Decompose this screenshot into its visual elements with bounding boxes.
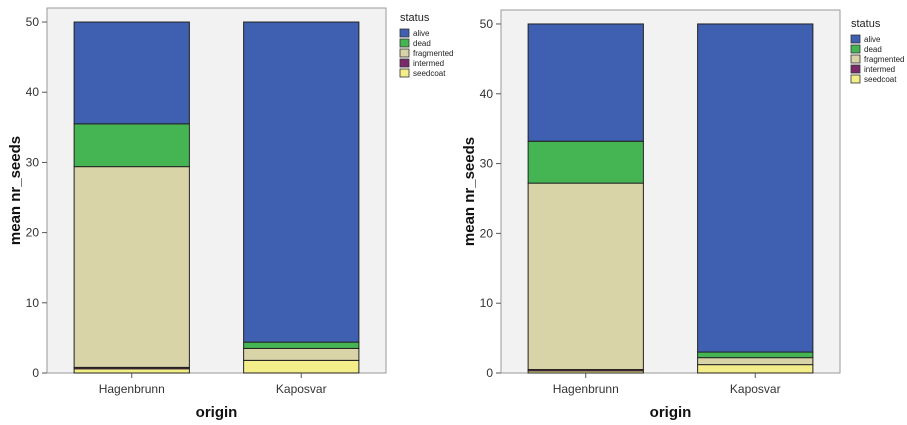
bar-segment-dead-hagenbrunn [527, 140, 644, 184]
y-tick-label: 0 [486, 366, 493, 380]
legend: status alivedeadfragmentedintermedseedcoa… [850, 18, 904, 84]
legend-label-intermed: intermed [413, 59, 444, 68]
legend-label-intermed: intermed [864, 65, 895, 74]
bar-segment-seedcoat-hagenbrunn [73, 368, 190, 374]
x-tick-label: Hagenbrunn [99, 382, 165, 396]
legend-swatch-intermed [850, 64, 861, 74]
legend-swatch-seedcoat [399, 68, 410, 78]
legend-swatch-fragmented [850, 54, 861, 64]
y-tick-label: 0 [32, 366, 39, 380]
y-tick-label: 30 [480, 157, 494, 171]
stacked-bar-chart-right: 0 10 20 30 40 50 Hagenbrunn Kaposvar origin mean … [461, 9, 904, 421]
chart-panel-left: 0 10 20 30 40 50 Hagenbrunn Kaposvar origin mean … [0, 0, 453, 425]
legend-label-dead: dead [864, 45, 882, 54]
legend-swatch-alive [850, 34, 861, 44]
legend-label-fragmented: fragmented [864, 55, 904, 64]
y-axis-title: mean nr_seeds [461, 137, 478, 246]
legend-swatch-seedcoat [850, 74, 861, 84]
bar-segment-alive-kaposvar [697, 23, 814, 353]
legend-label-seedcoat: seedcoat [413, 69, 446, 78]
bar-segment-fragmented-kaposvar [243, 347, 360, 361]
bar-segment-seedcoat-kaposvar [697, 364, 814, 374]
legend-swatch-dead [399, 38, 410, 48]
bar-segment-dead-kaposvar [697, 351, 814, 359]
x-axis-title: origin [196, 404, 238, 421]
legend-swatch-alive [399, 28, 410, 38]
x-tick-label: Kaposvar [276, 382, 327, 396]
legend-label-fragmented: fragmented [413, 49, 453, 58]
legend-label-alive: alive [864, 35, 881, 44]
x-axis-title: origin [650, 404, 692, 421]
y-tick-label: 50 [480, 17, 494, 31]
y-axis-title: mean nr_seeds [7, 136, 24, 245]
y-tick-label: 50 [26, 15, 40, 29]
legend-swatch-fragmented [399, 48, 410, 58]
bar-segment-seedcoat-kaposvar [243, 359, 360, 374]
legend-swatch-dead [850, 44, 861, 54]
x-tick-label: Hagenbrunn [553, 382, 619, 396]
bar-segment-alive-hagenbrunn [73, 21, 190, 125]
y-tick-label: 10 [26, 296, 40, 310]
legend-label-dead: dead [413, 39, 431, 48]
bar-segment-dead-hagenbrunn [73, 123, 190, 168]
legend-swatch-intermed [399, 58, 410, 68]
bar-segment-alive-hagenbrunn [527, 23, 644, 142]
bar-segment-fragmented-hagenbrunn [73, 166, 190, 368]
y-tick-label: 40 [480, 87, 494, 101]
x-tick-label: Kaposvar [730, 382, 781, 396]
bar-segment-fragmented-hagenbrunn [527, 182, 644, 371]
y-tick-label: 10 [480, 296, 494, 310]
y-tick-label: 20 [26, 226, 40, 240]
legend-label-seedcoat: seedcoat [864, 75, 897, 84]
legend-title: status [851, 18, 881, 30]
y-tick-label: 40 [26, 85, 40, 99]
bar-segment-fragmented-kaposvar [697, 357, 814, 366]
legend-label-alive: alive [413, 29, 430, 38]
legend: status alivedeadfragmentedintermedseedcoa… [399, 12, 453, 78]
legend-title: status [400, 12, 430, 24]
chart-panel-right: 0 10 20 30 40 50 Hagenbrunn Kaposvar origin mean … [454, 0, 907, 425]
bar-segment-alive-kaposvar [243, 21, 360, 343]
y-tick-label: 30 [26, 155, 40, 169]
bar-segment-dead-kaposvar [243, 341, 360, 349]
stacked-bar-chart-left: 0 10 20 30 40 50 Hagenbrunn Kaposvar origin mean … [7, 7, 453, 421]
y-tick-label: 20 [480, 226, 494, 240]
